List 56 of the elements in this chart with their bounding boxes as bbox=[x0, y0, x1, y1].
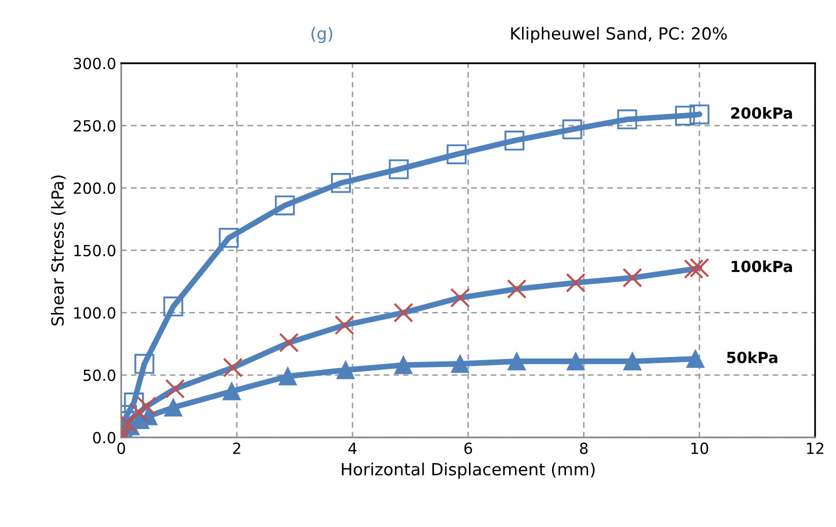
point bbox=[331, 173, 351, 193]
y-tick-label: 50.0 bbox=[84, 370, 116, 382]
y-tick-label: 150.0 bbox=[74, 244, 116, 256]
point bbox=[218, 228, 239, 248]
series-label: 200kPa bbox=[731, 106, 792, 119]
x-tick-label: 2 bbox=[233, 442, 240, 454]
series-label: 100kPa bbox=[732, 260, 792, 272]
chart-subtitle: Klipheuwel Sand, PC: 20% bbox=[511, 26, 727, 43]
y-tick-label: 0.0 bbox=[93, 432, 116, 444]
point bbox=[690, 104, 710, 124]
chart-title: (g) bbox=[312, 26, 332, 43]
point bbox=[617, 109, 638, 130]
series-label: 50kPa bbox=[727, 351, 778, 364]
point bbox=[129, 402, 149, 422]
point bbox=[504, 130, 524, 150]
x-tick-label: 6 bbox=[464, 442, 472, 454]
point bbox=[278, 367, 297, 386]
point bbox=[136, 396, 156, 416]
point bbox=[334, 315, 354, 335]
point bbox=[164, 398, 182, 417]
point bbox=[451, 354, 470, 373]
point bbox=[675, 106, 695, 126]
y-tick-label: 300.0 bbox=[74, 58, 116, 70]
point bbox=[222, 358, 243, 378]
point bbox=[506, 279, 527, 299]
point bbox=[163, 296, 184, 316]
point bbox=[450, 288, 470, 308]
point bbox=[394, 356, 412, 374]
point bbox=[623, 352, 642, 370]
y-tick-label: 250.0 bbox=[74, 120, 116, 132]
point bbox=[165, 378, 185, 399]
point bbox=[622, 268, 642, 288]
point bbox=[134, 354, 154, 374]
point bbox=[446, 144, 467, 164]
y-axis-title: Shear Stress (kPa) bbox=[50, 176, 66, 326]
point bbox=[690, 258, 710, 278]
x-tick-label: 8 bbox=[580, 442, 588, 454]
point bbox=[566, 272, 586, 293]
point bbox=[394, 302, 414, 323]
point bbox=[279, 332, 299, 352]
x-tick-label: 10 bbox=[691, 442, 708, 454]
point bbox=[684, 259, 704, 279]
y-tick-label: 100.0 bbox=[74, 307, 116, 319]
x-tick-label: 12 bbox=[807, 442, 824, 454]
point bbox=[274, 195, 295, 216]
x-tick-label: 4 bbox=[348, 442, 357, 454]
point bbox=[336, 361, 355, 380]
x-tick-label: 0 bbox=[117, 442, 126, 454]
point bbox=[222, 382, 241, 400]
x-axis-title: Horizontal Displacement (mm) bbox=[342, 462, 595, 479]
point bbox=[508, 352, 526, 370]
point bbox=[686, 350, 704, 368]
point bbox=[566, 352, 585, 370]
y-tick-label: 200.0 bbox=[74, 182, 116, 194]
point bbox=[388, 159, 409, 180]
point bbox=[562, 119, 582, 140]
